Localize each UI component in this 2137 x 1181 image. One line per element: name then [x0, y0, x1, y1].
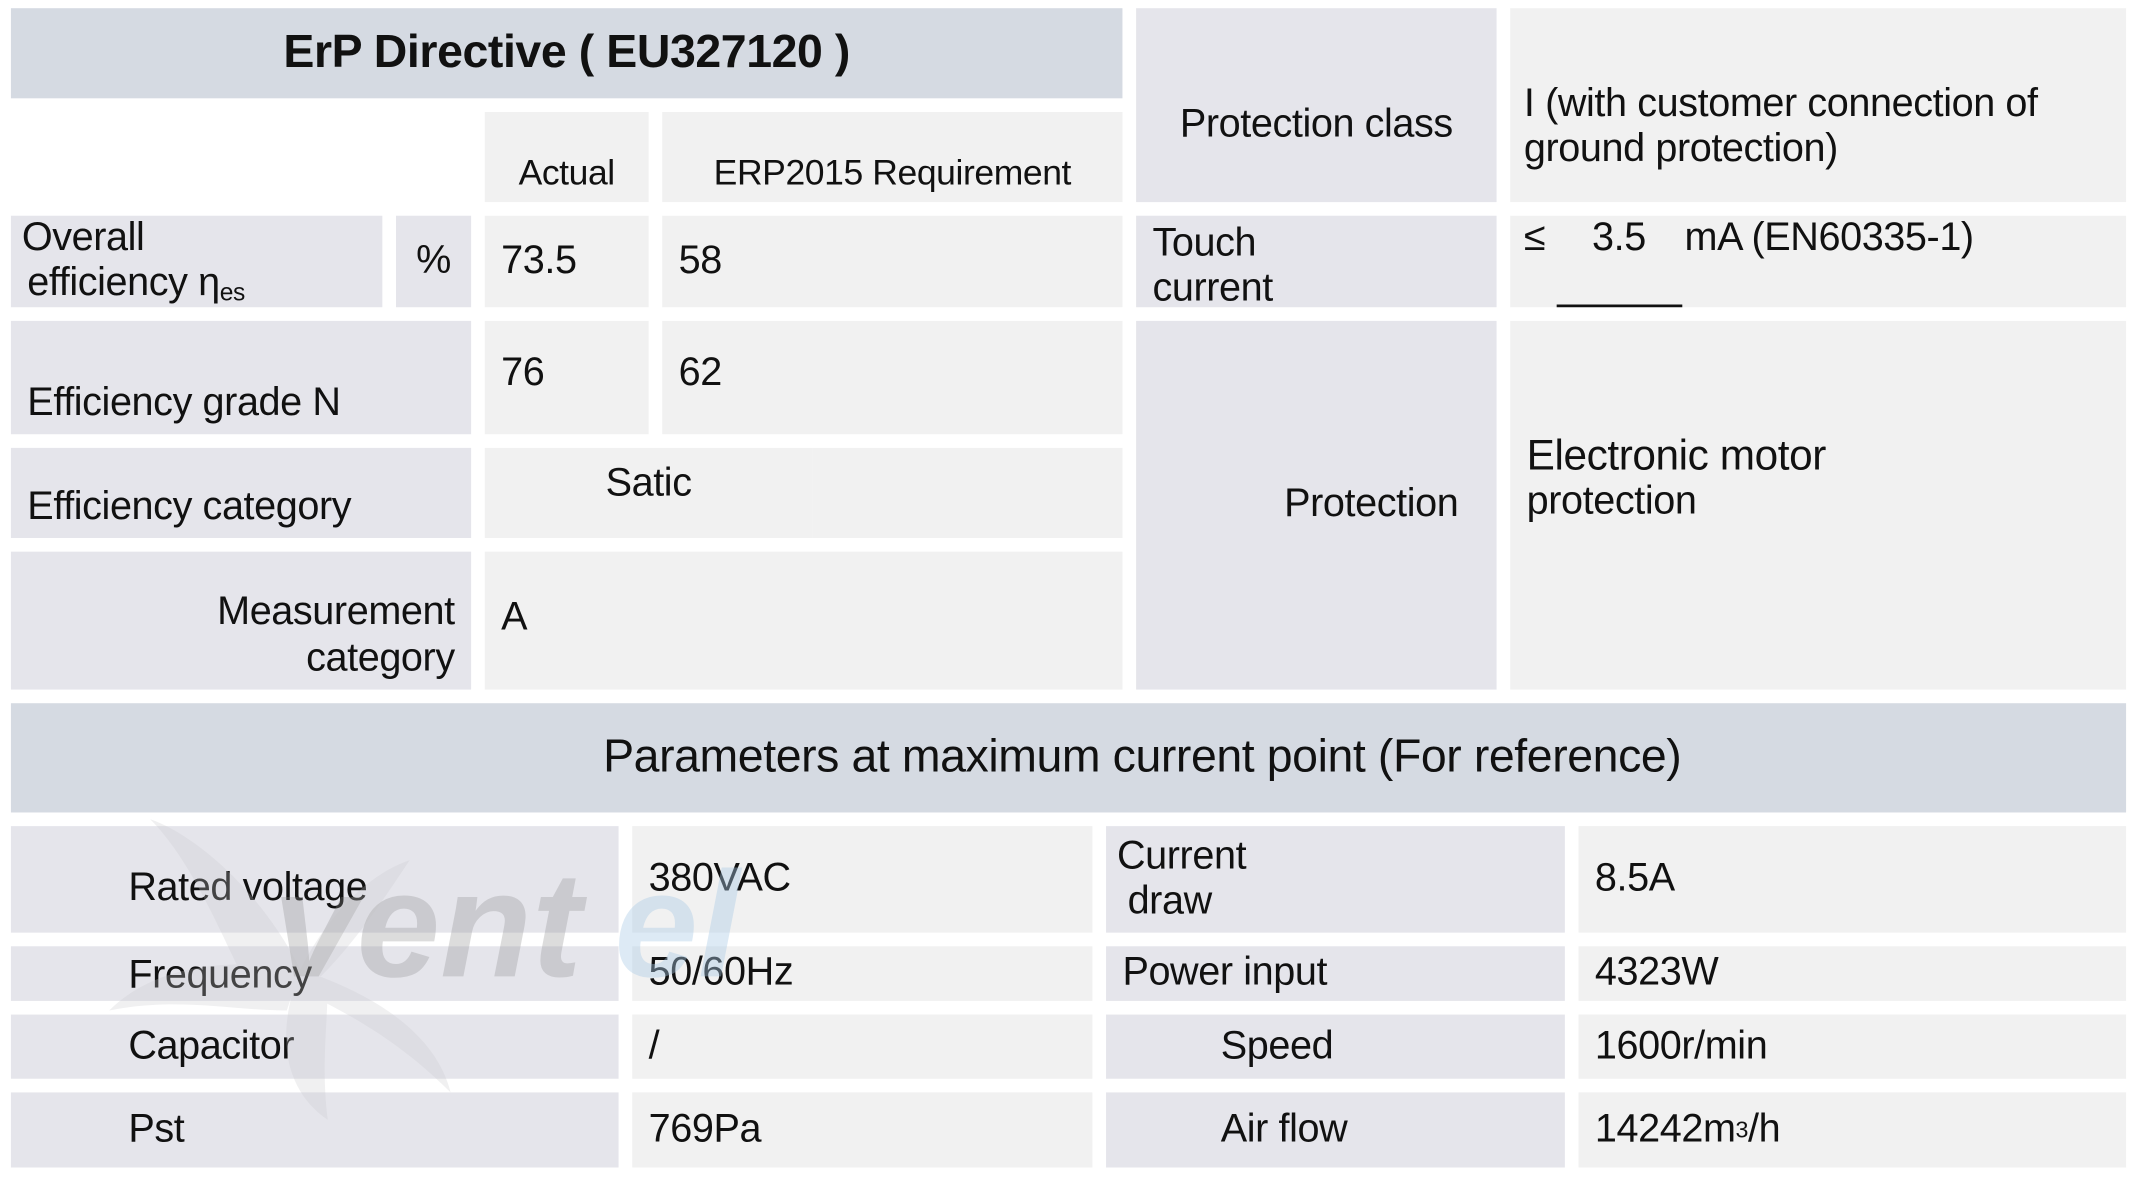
pst-label: Pst	[10, 1092, 619, 1168]
efficiency-grade-label: Efficiency grade N	[10, 320, 472, 435]
speed-value: 1600r/min	[1578, 1014, 2127, 1079]
label-line: Touch	[1152, 221, 1257, 265]
label-text: efficiency η	[27, 261, 220, 305]
power-input-label: Power input	[1106, 946, 1565, 1001]
label-line: efficiency ηes	[22, 261, 372, 307]
speed-label: Speed	[1106, 1014, 1565, 1079]
value-line: I (with customer connection of	[1523, 81, 2038, 126]
params-title: Parameters at maximum current point (For…	[10, 703, 2127, 813]
pst-value: 769Pa	[632, 1092, 1093, 1168]
value-line: Electronic motor	[1526, 430, 1827, 479]
label-line: category	[306, 635, 455, 680]
unit-cell: %	[395, 215, 472, 308]
label-line: draw	[1116, 879, 1213, 924]
measurement-category-value: A	[484, 551, 1123, 690]
efficiency-grade-requirement: 62	[662, 320, 1123, 435]
protection-class-label: Protection class	[1136, 8, 1497, 203]
power-input-value: 4323W	[1578, 946, 2127, 1001]
current-draw-value: 8.5A	[1578, 826, 2127, 933]
label-line: Measurement	[217, 590, 455, 635]
erp-title: ErP Directive ( EU327120 )	[10, 8, 1123, 99]
label-line: Current	[1116, 833, 1247, 878]
touch-current-value: ≤ 3.5 mA (EN60335-1)	[1510, 215, 2127, 308]
air-flow-unit: /h	[1748, 1107, 1781, 1151]
label-subscript: es	[219, 279, 246, 307]
touch-current-number: 3.5	[1556, 216, 1682, 308]
touch-current-unit: mA (EN60335-1)	[1684, 215, 1975, 260]
le-symbol: ≤	[1523, 215, 1546, 260]
label-line: Overall	[21, 215, 145, 260]
protection-class-value: I (with customer connection of ground pr…	[1510, 8, 2127, 203]
rated-voltage-label: Rated voltage	[10, 826, 619, 933]
rated-voltage-value: 380VAC	[632, 826, 1093, 933]
air-flow-number: 14242m	[1594, 1107, 1736, 1151]
capacitor-label: Capacitor	[10, 1014, 619, 1079]
efficiency-grade-actual: 76	[484, 320, 649, 435]
protection-value: Electronic motor protection	[1510, 320, 2127, 690]
efficiency-category-label: Efficiency category	[10, 447, 472, 539]
overall-efficiency-label: Overall efficiency ηes	[10, 215, 383, 308]
current-draw-label: Current draw	[1106, 826, 1565, 933]
air-flow-label: Air flow	[1106, 1092, 1565, 1168]
col-actual-header: Actual	[484, 111, 649, 203]
protection-label: Protection	[1136, 320, 1497, 690]
efficiency-category-fill	[812, 447, 1123, 539]
air-flow-value: 14242m 3/h	[1578, 1092, 2127, 1168]
touch-current-label: Touch current	[1136, 215, 1497, 310]
col-requirement-header: ERP2015 Requirement	[662, 111, 1123, 203]
overall-efficiency-actual: 73.5	[484, 215, 649, 308]
overall-efficiency-requirement: 58	[662, 215, 1123, 308]
capacitor-value: /	[632, 1014, 1093, 1079]
value-line: ground protection)	[1523, 126, 1838, 171]
measurement-category-label: Measurement category	[10, 551, 472, 690]
efficiency-category-value: Satic	[484, 447, 813, 539]
frequency-label: Frequency	[10, 946, 619, 1001]
label-line: current	[1152, 266, 1273, 311]
value-line: protection	[1526, 479, 1697, 524]
frequency-value: 50/60Hz	[632, 946, 1093, 1001]
